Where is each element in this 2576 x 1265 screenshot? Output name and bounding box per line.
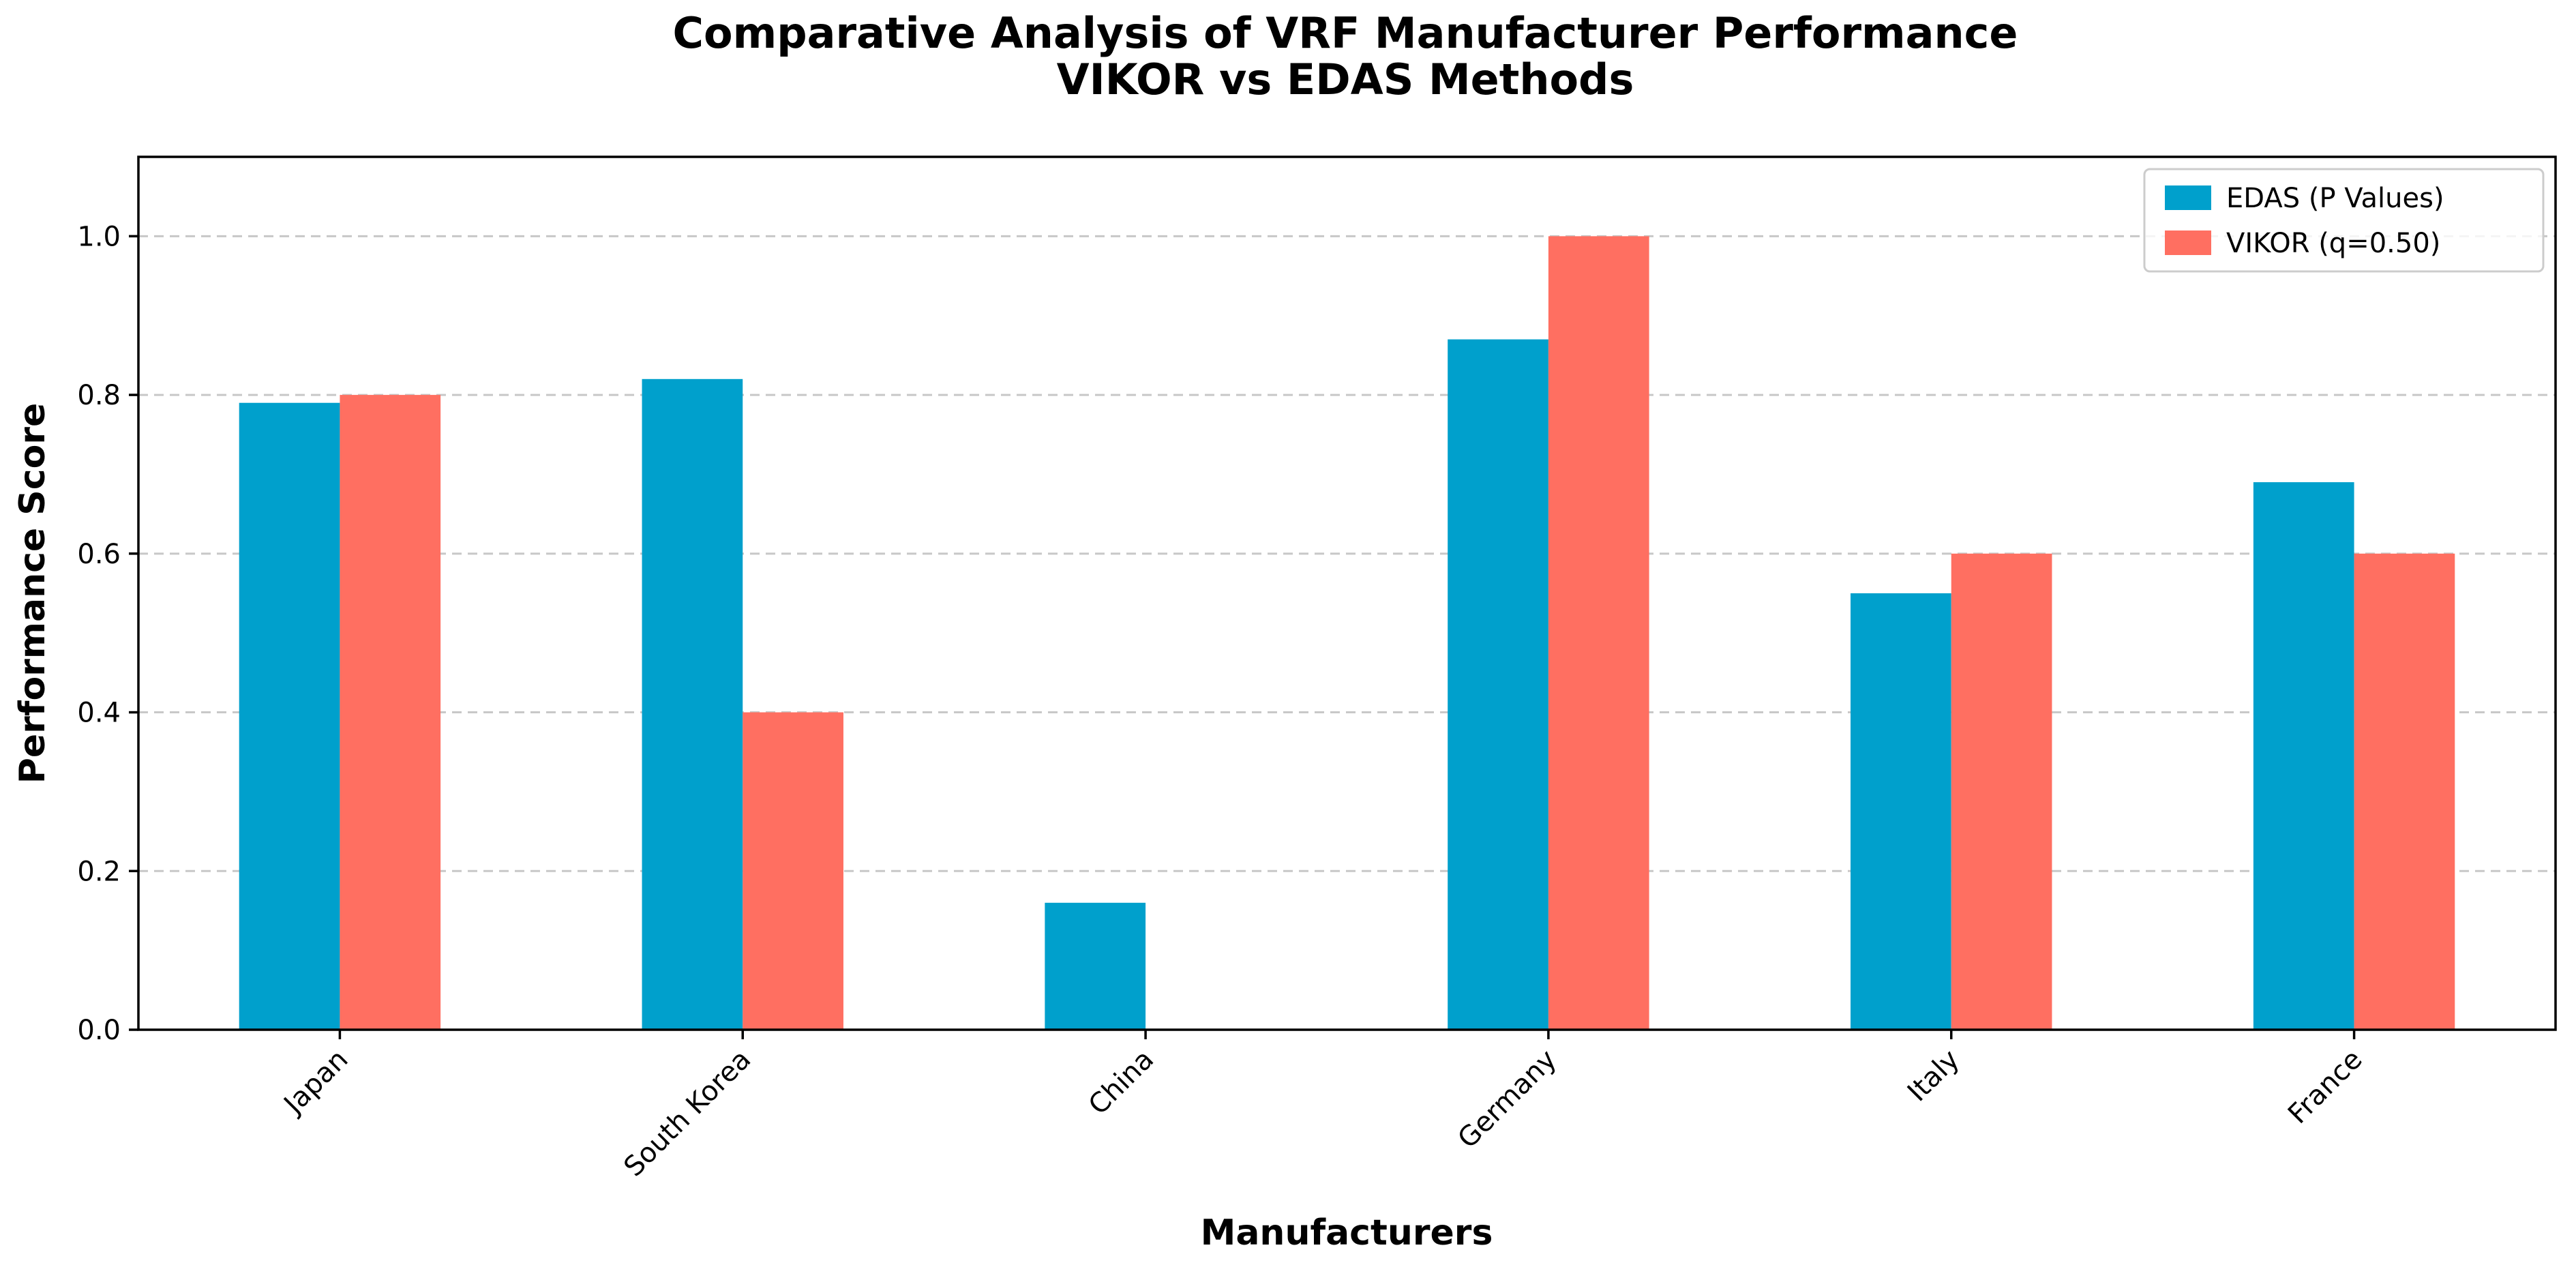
legend-swatch-edas (2165, 185, 2211, 210)
legend-box (2143, 168, 2545, 273)
legend-label-edas: EDAS (P Values) (2226, 183, 2444, 214)
bar-edas-china (1045, 902, 1146, 1030)
bar-edas-france (2253, 482, 2354, 1030)
bar-vikor-germany (1548, 236, 1649, 1030)
bar-vikor-south-korea (743, 712, 843, 1030)
y-axis-label: Performance Score (12, 403, 53, 784)
y-tick-label: 0.0 (77, 1015, 121, 1046)
legend: EDAS (P Values) VIKOR (q=0.50) (2143, 168, 2545, 273)
bar-vikor-italy (1951, 553, 2052, 1030)
y-tick-label: 1.0 (77, 221, 121, 252)
y-tick-label: 0.8 (77, 380, 121, 411)
chart-subtitle: VIKOR vs EDAS Methods (1057, 55, 1634, 104)
bar-vikor-japan (340, 395, 441, 1030)
legend-swatch-vikor (2165, 230, 2211, 255)
chart-title: Comparative Analysis of VRF Manufacturer… (673, 8, 2018, 58)
y-tick-label: 0.4 (77, 698, 121, 729)
legend-label-vikor: VIKOR (q=0.50) (2226, 228, 2440, 259)
y-tick-label: 0.6 (77, 539, 121, 570)
plot-area-frame (137, 155, 2557, 1031)
x-axis-label: Manufacturers (1201, 1212, 1493, 1253)
bar-edas-germany (1448, 339, 1548, 1030)
bar-edas-south-korea (642, 378, 743, 1030)
y-tick-label: 0.2 (77, 856, 121, 887)
bar-vikor-france (2354, 553, 2455, 1030)
bar-edas-italy (1851, 593, 1951, 1030)
bar-edas-japan (239, 402, 340, 1030)
bars (239, 236, 2455, 1030)
